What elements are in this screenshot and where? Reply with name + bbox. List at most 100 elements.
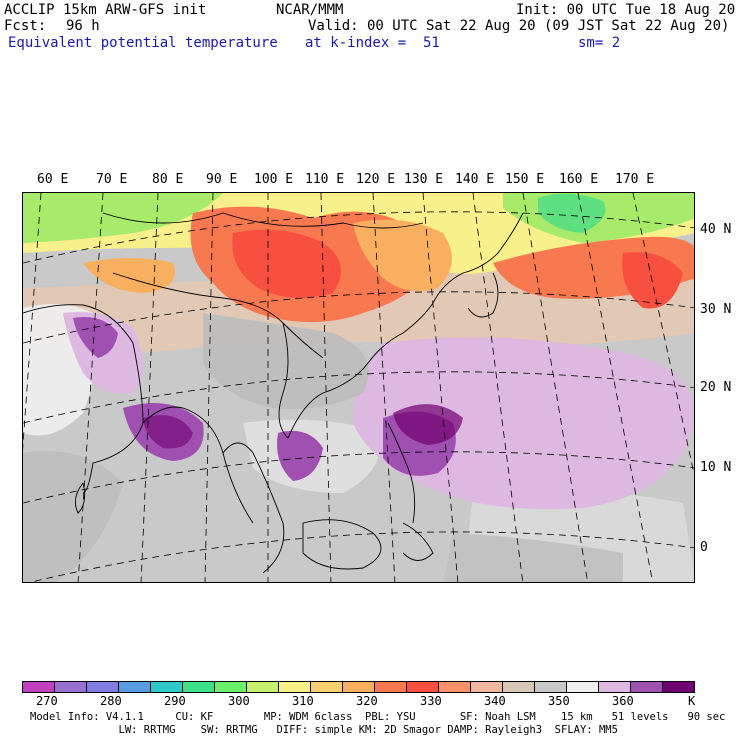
colorbar-swatch — [86, 682, 118, 692]
lon-label-160e: 160 E — [559, 172, 599, 187]
forecast-label: Fcst: — [4, 18, 47, 34]
colorbar-label-330: 330 — [420, 694, 442, 708]
coast-japan — [467, 272, 499, 318]
lon-label-120e: 120 E — [356, 172, 396, 187]
colorbar-label-290: 290 — [164, 694, 186, 708]
coast-china-south — [287, 302, 434, 439]
grid-lat-10n — [23, 451, 694, 504]
colorbar-swatch — [246, 682, 278, 692]
grid-lon-150e — [522, 193, 589, 582]
purple-core-typhoon — [393, 404, 463, 445]
grid-lon-120e — [372, 193, 396, 582]
gray-region-indochina — [203, 313, 369, 409]
colorbar-swatch — [214, 682, 246, 692]
lon-label-100e: 100 E — [254, 172, 294, 187]
grid-lat-equator — [29, 531, 694, 582]
model-info-line1: Model Info: V4.1.1 CU: KF MP: WDM 6class… — [30, 711, 726, 723]
colorbar-swatch — [470, 682, 502, 692]
grid-lon-110e — [320, 193, 332, 582]
field-name: Equivalent potential temperature — [8, 35, 278, 51]
coast-korea-japan — [432, 212, 524, 304]
colorbar-swatch — [278, 682, 310, 692]
lon-label-150e: 150 E — [505, 172, 545, 187]
level-label: at k-index = 51 — [305, 35, 440, 51]
map-canvas — [23, 193, 694, 582]
lon-label-140e: 140 E — [455, 172, 495, 187]
colorbar-label-320: 320 — [356, 694, 378, 708]
colorbar-swatch — [54, 682, 86, 692]
colorbar-label-310: 310 — [292, 694, 314, 708]
colorbar-swatch — [310, 682, 342, 692]
coast-borneo — [302, 519, 382, 570]
border-myanmar — [278, 322, 289, 439]
colorbar-swatch — [438, 682, 470, 692]
colorbar-swatch — [598, 682, 630, 692]
colorbar-label-360: 360 — [612, 694, 634, 708]
colorbar-swatch — [406, 682, 438, 692]
colorbar-swatch — [374, 682, 406, 692]
grid-lon-60e — [23, 193, 42, 450]
grid-lon-70e — [77, 193, 104, 582]
forecast-hours: 96 h — [66, 18, 100, 34]
colorbar-label-350: 350 — [548, 694, 570, 708]
colorbar-swatch — [502, 682, 534, 692]
valid-time: Valid: 00 UTC Sat 22 Aug 20 (09 JST Sat … — [308, 18, 730, 34]
coast-india-west — [23, 304, 144, 494]
grid-lon-130e — [422, 193, 459, 582]
purple-core-india — [73, 317, 118, 358]
lat-label-10n: 10 N — [700, 460, 732, 475]
colorbar-label-280: 280 — [100, 694, 122, 708]
coast-bengal — [142, 406, 254, 524]
lon-label-70e: 70 E — [96, 172, 128, 187]
colorbar-swatch — [662, 682, 694, 692]
colorbar-swatch — [566, 682, 598, 692]
lon-label-110e: 110 E — [305, 172, 345, 187]
lat-label-30n: 30 N — [700, 302, 732, 317]
purple-core-bengal — [143, 415, 193, 449]
lon-label-90e: 90 E — [206, 172, 238, 187]
coast-philippines — [387, 422, 416, 524]
colorbar-label-340: 340 — [484, 694, 506, 708]
border-north — [102, 212, 424, 229]
grid-lon-170e — [632, 193, 694, 476]
colorbar-swatch — [118, 682, 150, 692]
colorbar-label-300: 300 — [228, 694, 250, 708]
theta-e-map — [22, 192, 695, 583]
grid-lon-90e — [204, 193, 214, 582]
grid-lon-160e — [577, 193, 654, 582]
init-time: Init: 00 UTC Tue 18 Aug 20 — [516, 2, 736, 18]
lon-label-170e: 170 E — [615, 172, 655, 187]
colorbar-swatch — [534, 682, 566, 692]
purple-field-scs — [277, 430, 323, 481]
colorbar-swatch — [182, 682, 214, 692]
grid-lat-30n — [23, 291, 694, 344]
lon-label-130e: 130 E — [404, 172, 444, 187]
coastlines — [23, 212, 524, 574]
red-core-pacific — [622, 252, 683, 309]
coast-sulawesi — [402, 522, 434, 561]
lat-label-40n: 40 N — [700, 222, 732, 237]
grid-lat-20n — [23, 371, 694, 424]
lat-label-equator: 0 — [700, 540, 708, 555]
colorbar-swatch — [342, 682, 374, 692]
coast-srilanka — [74, 482, 86, 514]
lon-label-80e: 80 E — [152, 172, 184, 187]
lon-label-60e: 60 E — [37, 172, 69, 187]
model-info-line2: LW: RRTMG SW: RRTMG DIFF: simple KM: 2D … — [30, 724, 618, 736]
colorbar-swatch — [23, 682, 54, 692]
colorbar-swatch — [630, 682, 662, 692]
gray-region-indian-ocean — [23, 451, 123, 582]
organization-label: NCAR/MMM — [276, 2, 344, 18]
grid-lat-40n — [23, 211, 694, 264]
colorbar — [22, 681, 695, 693]
red-core-tibet — [232, 229, 341, 298]
border-himalaya — [112, 272, 324, 359]
grid-lon-80e — [140, 193, 159, 582]
colorbar-label-270: 270 — [36, 694, 58, 708]
green-field-west — [23, 193, 223, 243]
gray-region-south — [443, 533, 623, 582]
model-title: ACCLIP 15km ARW-GFS init — [4, 2, 207, 18]
graticule — [23, 193, 694, 582]
orange-field-china — [353, 219, 452, 292]
grid-lon-140e — [472, 193, 524, 582]
